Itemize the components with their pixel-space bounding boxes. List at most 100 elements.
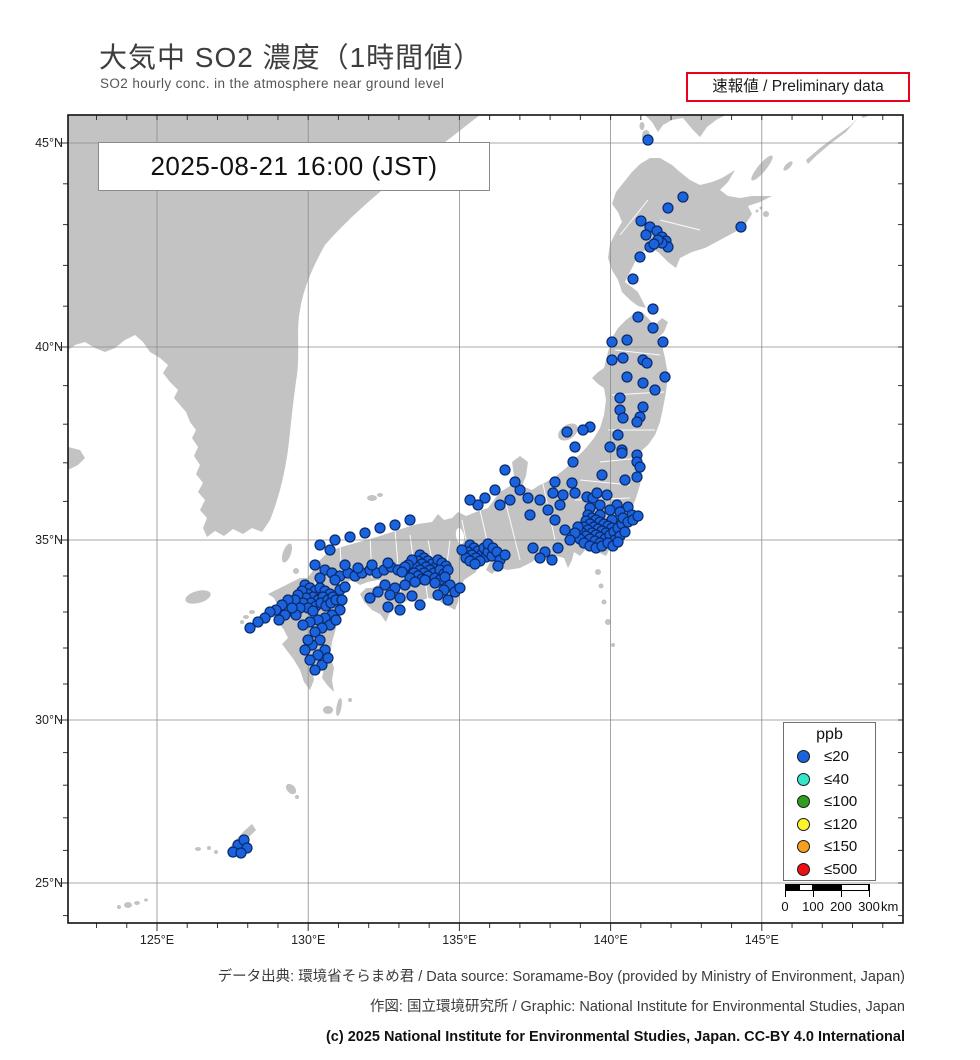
land-continent-korea [68,115,480,537]
legend-item-label: ≤500 [824,861,858,878]
station-dot [456,544,468,556]
station-dot [659,371,671,383]
station-dot [479,492,491,504]
land-sakhalin [645,115,726,137]
station-dot [344,531,356,543]
lon-axis-label: 135°E [442,933,477,947]
legend-item-label: ≤20 [824,748,849,765]
station-dot [542,504,554,516]
station-dot [494,499,506,511]
land-hokkaido [608,158,772,308]
station-dot [314,634,326,646]
station-dot [382,557,394,569]
station-dot [379,579,391,591]
scale-bar-label: 0 [781,899,789,914]
station-dot [432,589,444,601]
station-dots [227,134,747,859]
station-dot [557,489,569,501]
station-dot [566,477,578,489]
station-dot [309,664,321,676]
station-dot [492,560,504,572]
station-dot [561,426,573,438]
station-dot [619,474,631,486]
station-dot [409,576,421,588]
station-dot [464,494,476,506]
legend-item: ≤500 [784,861,875,881]
station-dot [372,586,384,598]
station-dot [616,447,628,459]
station-dot [547,487,559,499]
station-dot [522,492,534,504]
station-dot [273,614,285,626]
station-dot [591,487,603,499]
station-dot [382,601,394,613]
scale-bar-unit: km [881,899,899,914]
scale-bar-label: 300 [858,899,880,914]
station-dot [601,489,613,501]
footer: データ出典: 環境省そらまめ君 / Data source: Soramame-… [0,962,905,1052]
station-dot [604,441,616,453]
scale-bar-segment [799,884,813,891]
station-dot [396,566,408,578]
station-dot [314,572,326,584]
station-dot [648,238,660,250]
station-dot [549,476,561,488]
station-dot [614,392,626,404]
station-dot [514,484,526,496]
station-dot [336,594,348,606]
station-dot [621,371,633,383]
station-dot [399,579,411,591]
legend-color-dot-icon [797,863,810,876]
lon-axis-label: 125°E [139,933,175,947]
preliminary-data-badge: 速報値 / Preliminary data [686,72,910,102]
station-dot [606,354,618,366]
legend-item: ≤40 [784,771,875,791]
station-dot [509,476,521,488]
station-dot [606,336,618,348]
station-dot [364,592,376,604]
station-dot [504,494,516,506]
station-dot [454,582,466,594]
station-dot [439,571,451,583]
station-dot [637,377,649,389]
station-dot [524,509,536,521]
station-dot [634,251,646,263]
station-dot [527,542,539,554]
station-dot [429,577,441,589]
station-dot [304,654,316,666]
land-amami [285,783,297,795]
station-dot [414,599,426,611]
legend-item: ≤150 [784,838,875,858]
station-dot [612,429,624,441]
station-dot [329,574,341,586]
station-dot [299,644,311,656]
station-dot [309,626,321,638]
scale-bar-label: 100 [802,899,824,914]
station-dot [612,536,624,548]
station-dot [312,649,324,661]
station-dot [307,605,319,617]
station-dot [297,619,309,631]
lat-axis-label: 35°N [35,533,63,547]
lon-axis-label: 145°E [744,933,779,947]
station-dot [632,311,644,323]
station-dot [677,191,689,203]
station-dot [235,847,247,859]
station-dot [641,357,653,369]
station-dot [559,524,571,536]
scale-bar-segment [785,884,799,891]
station-dot [374,522,386,534]
station-dot [577,424,589,436]
graphic-credit-line: 作図: 国立環境研究所 / Graphic: National Institut… [369,999,905,1015]
scale-bar: 0 100 200 300 km [778,884,908,920]
station-dot [442,594,454,606]
lat-axis-label: 45°N [35,136,63,150]
station-dot [339,559,351,571]
station-dot [552,542,564,554]
station-dot [329,534,341,546]
legend-item-label: ≤120 [824,815,858,833]
station-dot [472,499,484,511]
station-dot [619,526,631,538]
